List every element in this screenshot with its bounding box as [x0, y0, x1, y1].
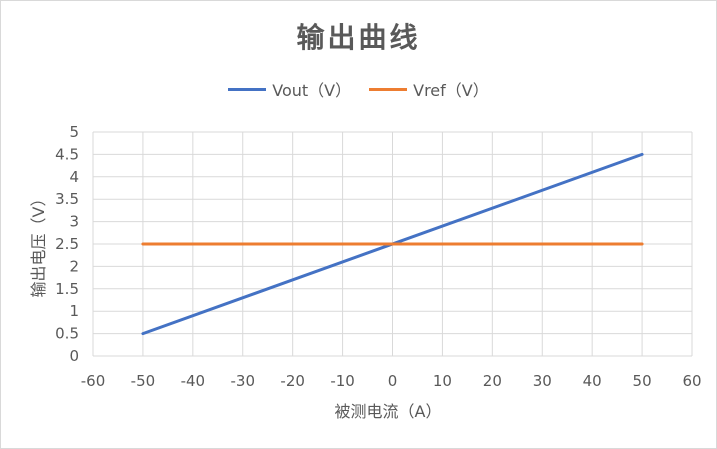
x-tick-label: 0	[388, 372, 398, 390]
y-tick-label: 5	[69, 123, 79, 141]
legend-label-vref: Vref（V）	[413, 81, 489, 100]
x-tick-label: 10	[433, 372, 452, 390]
y-tick-label: 2	[69, 257, 79, 275]
x-tick-label: -30	[231, 372, 256, 390]
x-tick-label: 30	[533, 372, 552, 390]
chart-title: 输出曲线	[296, 21, 421, 54]
y-tick-label: 4.5	[55, 145, 79, 163]
y-tick-label: 3	[69, 213, 79, 231]
y-tick-label: 0	[69, 347, 79, 365]
x-tick-label: -10	[330, 372, 355, 390]
y-tick-label: 3.5	[55, 190, 79, 208]
legend-swatch-vout	[228, 87, 267, 91]
x-tick-label: 60	[682, 372, 701, 390]
legend-swatch-vref	[369, 87, 408, 91]
y-tick-labels: 0 0.5 1 1.5 2 2.5 3 3.5 4 4.5 5	[55, 123, 79, 365]
x-tick-label: 50	[633, 372, 652, 390]
x-tick-label: 20	[483, 372, 502, 390]
chart-legend: Vout（V） Vref（V）	[0, 78, 717, 100]
series-lines	[141, 152, 644, 336]
y-axis-title: 输出电压（V）	[29, 191, 48, 298]
y-tick-label: 0.5	[55, 325, 79, 343]
x-tick-label: -40	[181, 372, 206, 390]
y-tick-label: 2.5	[55, 235, 79, 253]
x-tick-label: -20	[280, 372, 305, 390]
x-tick-label: 40	[583, 372, 602, 390]
y-tick-label: 4	[69, 168, 79, 186]
y-tick-label: 1	[69, 302, 79, 320]
x-tick-label: -50	[131, 372, 156, 390]
legend-item-vref: Vref（V）	[369, 77, 489, 101]
legend-label-vout: Vout（V）	[272, 81, 352, 100]
y-tick-label: 1.5	[55, 280, 79, 298]
x-tick-labels: -60 -50 -40 -30 -20 -10 0 10 20 30 40 50 60	[81, 372, 702, 390]
x-axis-title: 被测电流（A）	[335, 402, 442, 421]
x-tick-label: -60	[81, 372, 106, 390]
legend-item-vout: Vout（V）	[228, 77, 351, 101]
